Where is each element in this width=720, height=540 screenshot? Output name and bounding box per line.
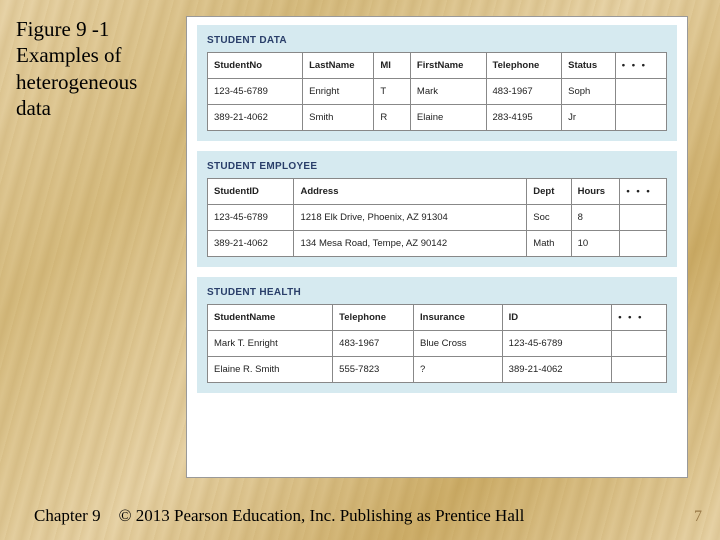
table-cell: ?	[414, 357, 503, 383]
table-row: 123-45-67891218 Elk Drive, Phoenix, AZ 9…	[208, 205, 667, 231]
column-header: Telephone	[486, 53, 562, 79]
table-cell	[615, 79, 666, 105]
data-table: StudentNameTelephoneInsuranceID• • •Mark…	[207, 304, 667, 383]
table-cell: 123-45-6789	[208, 79, 303, 105]
table-cell	[615, 105, 666, 131]
table-cell: Soph	[562, 79, 616, 105]
table-cell: Smith	[303, 105, 374, 131]
column-header: Address	[294, 179, 527, 205]
table-cell: 283-4195	[486, 105, 562, 131]
dots-icon: • • •	[615, 53, 666, 79]
table-cell	[620, 231, 667, 257]
dots-icon: • • •	[620, 179, 667, 205]
table-cell: Mark	[410, 79, 486, 105]
table-cell: Soc	[527, 205, 571, 231]
data-table: StudentIDAddressDeptHours• • •123-45-678…	[207, 178, 667, 257]
panel-title: STUDENT HEALTH	[207, 287, 667, 298]
footer: Chapter 9 © 2013 Pearson Education, Inc.…	[34, 506, 706, 526]
table-cell: 389-21-4062	[208, 231, 294, 257]
column-header: StudentID	[208, 179, 294, 205]
column-header: FirstName	[410, 53, 486, 79]
dots-icon: • • •	[612, 305, 667, 331]
table-cell: 555-7823	[333, 357, 414, 383]
table-row: Mark T. Enright483-1967Blue Cross123-45-…	[208, 331, 667, 357]
table-cell	[612, 331, 667, 357]
table-cell: R	[374, 105, 411, 131]
chapter-label: Chapter 9	[34, 506, 101, 526]
column-header: Insurance	[414, 305, 503, 331]
column-header: StudentName	[208, 305, 333, 331]
panel-title: STUDENT DATA	[207, 35, 667, 46]
data-panel: STUDENT EMPLOYEE StudentIDAddressDeptHour…	[197, 151, 677, 267]
table-row: 123-45-6789EnrightTMark483-1967Soph	[208, 79, 667, 105]
table-cell: 483-1967	[486, 79, 562, 105]
column-header: LastName	[303, 53, 374, 79]
table-cell: Elaine	[410, 105, 486, 131]
table-cell: Enright	[303, 79, 374, 105]
table-row: 389-21-4062134 Mesa Road, Tempe, AZ 9014…	[208, 231, 667, 257]
page-number: 7	[694, 508, 702, 526]
table-cell: 134 Mesa Road, Tempe, AZ 90142	[294, 231, 527, 257]
column-header: ID	[502, 305, 612, 331]
table-cell: Blue Cross	[414, 331, 503, 357]
column-header: Hours	[571, 179, 620, 205]
data-panel: STUDENT HEALTH StudentNameTelephoneInsura…	[197, 277, 677, 393]
table-cell: 8	[571, 205, 620, 231]
table-cell: 389-21-4062	[208, 105, 303, 131]
panel-title: STUDENT EMPLOYEE	[207, 161, 667, 172]
table-cell: Math	[527, 231, 571, 257]
table-cell: T	[374, 79, 411, 105]
table-cell: Elaine R. Smith	[208, 357, 333, 383]
table-cell	[620, 205, 667, 231]
copyright-text: © 2013 Pearson Education, Inc. Publishin…	[119, 506, 525, 526]
figure-title: Figure 9 -1 Examples of heterogeneous da…	[16, 16, 176, 121]
table-cell: 483-1967	[333, 331, 414, 357]
table-cell: Jr	[562, 105, 616, 131]
table-cell	[612, 357, 667, 383]
table-row: 389-21-4062SmithRElaine283-4195Jr	[208, 105, 667, 131]
column-header: StudentNo	[208, 53, 303, 79]
table-cell: 10	[571, 231, 620, 257]
table-cell: 1218 Elk Drive, Phoenix, AZ 91304	[294, 205, 527, 231]
table-cell: 389-21-4062	[502, 357, 612, 383]
data-panel: STUDENT DATA StudentNoLastNameMIFirstName…	[197, 25, 677, 141]
table-cell: 123-45-6789	[502, 331, 612, 357]
column-header: MI	[374, 53, 411, 79]
column-header: Telephone	[333, 305, 414, 331]
column-header: Status	[562, 53, 616, 79]
figure-area: STUDENT DATA StudentNoLastNameMIFirstName…	[186, 16, 688, 478]
table-cell: Mark T. Enright	[208, 331, 333, 357]
column-header: Dept	[527, 179, 571, 205]
data-table: StudentNoLastNameMIFirstNameTelephoneSta…	[207, 52, 667, 131]
table-row: Elaine R. Smith555-7823?389-21-4062	[208, 357, 667, 383]
table-cell: 123-45-6789	[208, 205, 294, 231]
